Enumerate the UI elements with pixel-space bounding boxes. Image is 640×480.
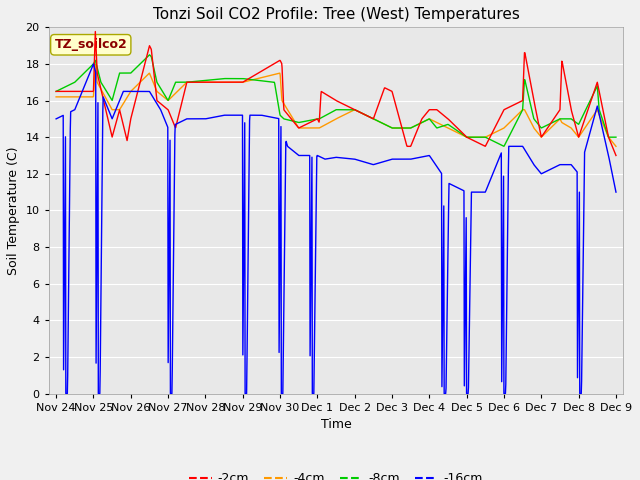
Text: TZ_soilco2: TZ_soilco2: [54, 38, 127, 51]
X-axis label: Time: Time: [321, 418, 351, 431]
Title: Tonzi Soil CO2 Profile: Tree (West) Temperatures: Tonzi Soil CO2 Profile: Tree (West) Temp…: [152, 7, 520, 22]
Legend: -2cm, -4cm, -8cm, -16cm: -2cm, -4cm, -8cm, -16cm: [184, 467, 488, 480]
Y-axis label: Soil Temperature (C): Soil Temperature (C): [7, 146, 20, 275]
